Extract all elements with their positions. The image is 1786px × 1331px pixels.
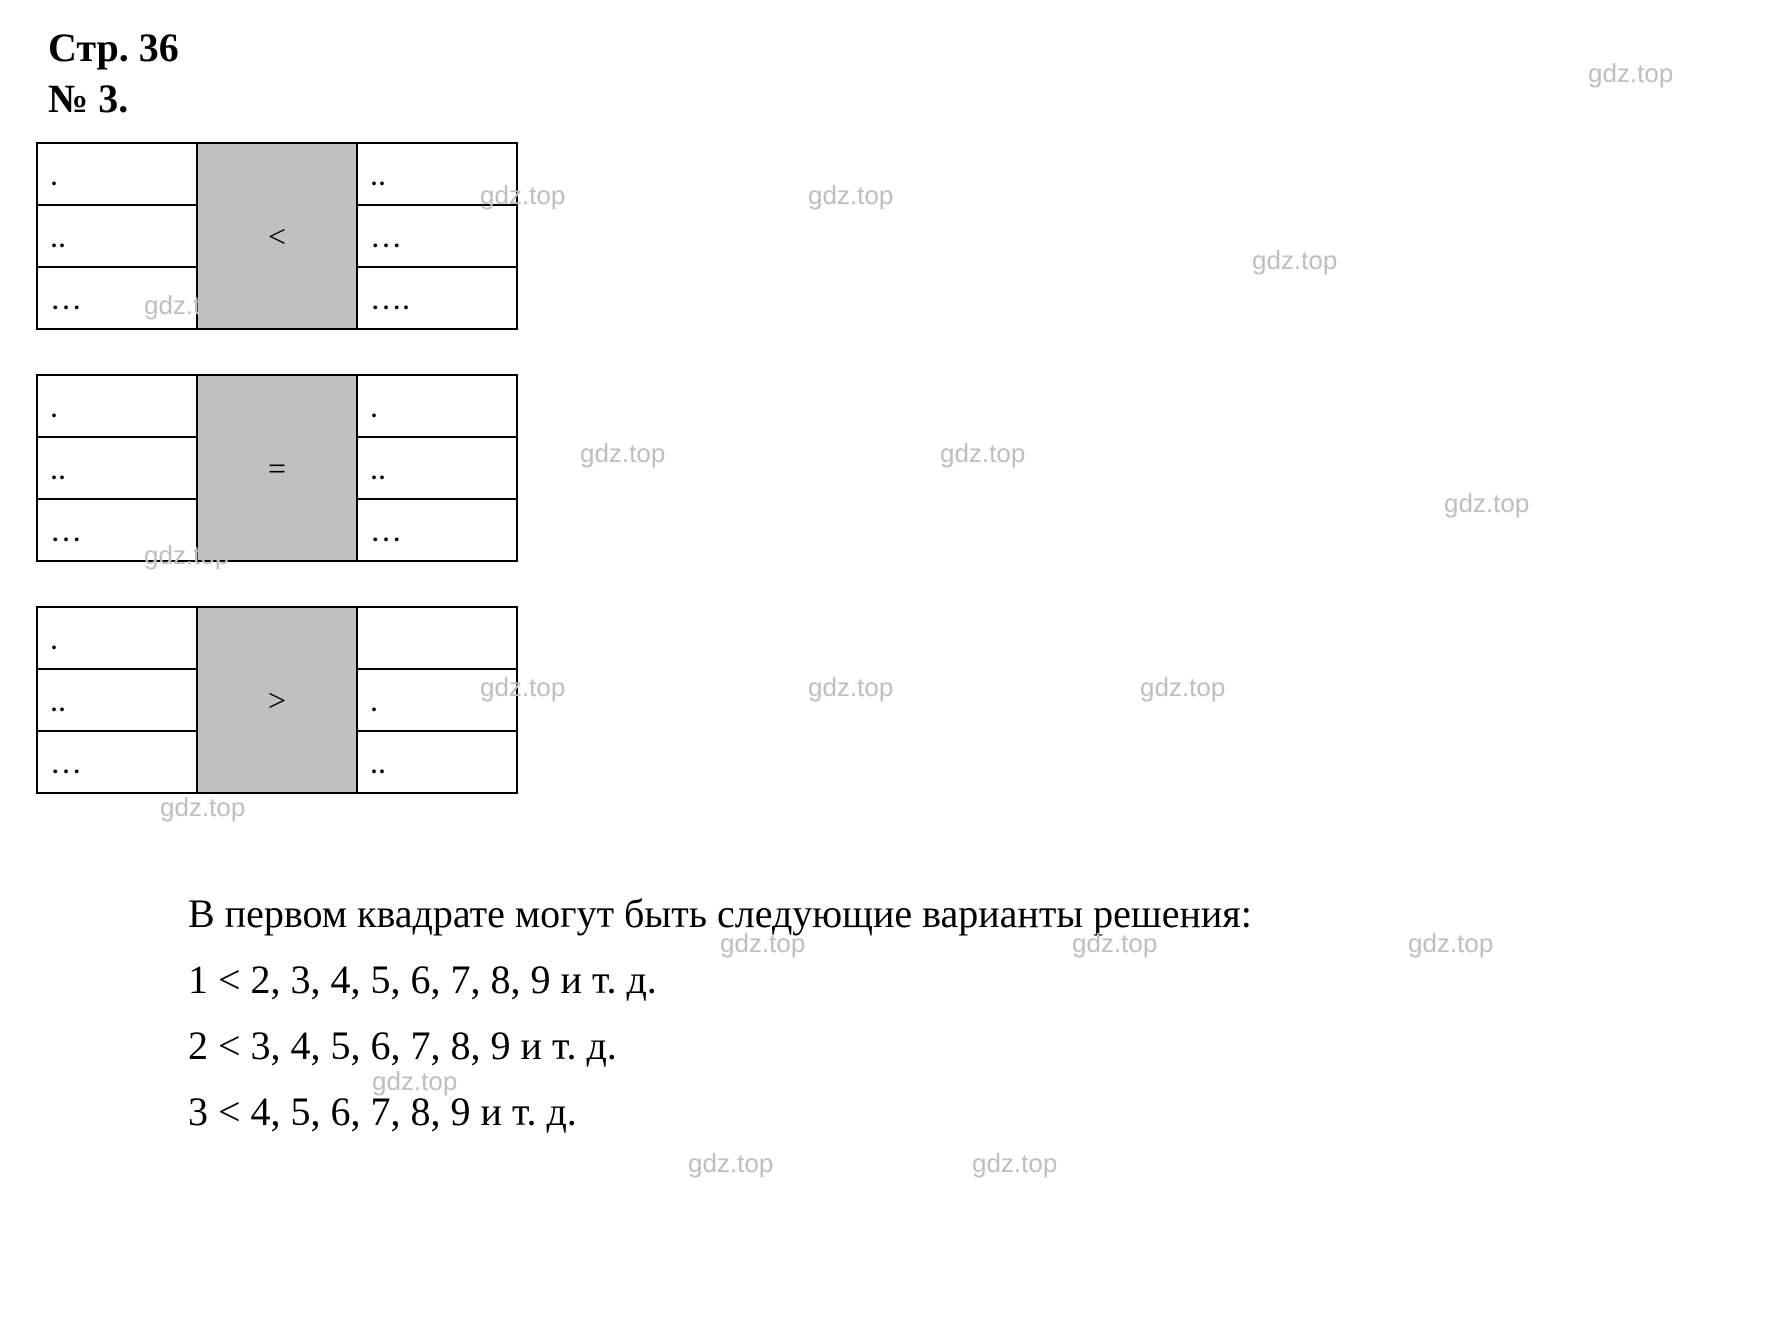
cell-left: .. xyxy=(37,669,197,731)
page-label: Стр. 36 xyxy=(48,24,1762,71)
answer-line: 2 < 3, 4, 5, 6, 7, 8, 9 и т. д. xyxy=(188,1016,1762,1076)
cell-left: … xyxy=(37,731,197,793)
cell-right: …. xyxy=(357,267,517,329)
cell-right: .. xyxy=(357,731,517,793)
cell-left: . xyxy=(37,143,197,205)
comparison-table-3: . > .. . … .. xyxy=(36,606,518,794)
cell-right xyxy=(357,607,517,669)
answer-intro: В первом квадрате могут быть следующие в… xyxy=(188,884,1762,944)
tables-container: . < .. .. … … …. . = . .. .. … … . > xyxy=(36,142,1762,794)
answer-line: 1 < 2, 3, 4, 5, 6, 7, 8, 9 и т. д. xyxy=(188,950,1762,1010)
comparison-table-2: . = . .. .. … … xyxy=(36,374,518,562)
cell-right: .. xyxy=(357,437,517,499)
cell-right: … xyxy=(357,205,517,267)
watermark: gdz.top xyxy=(688,1148,773,1179)
cell-left: . xyxy=(37,375,197,437)
operator-cell: > xyxy=(197,607,357,793)
table-row: . = . xyxy=(37,375,517,437)
watermark: gdz.top xyxy=(160,792,245,823)
answer-block: В первом квадрате могут быть следующие в… xyxy=(188,884,1762,1142)
cell-left: . xyxy=(37,607,197,669)
cell-right: . xyxy=(357,375,517,437)
cell-left: .. xyxy=(37,437,197,499)
table-row: . > xyxy=(37,607,517,669)
operator-cell: < xyxy=(197,143,357,329)
cell-right: . xyxy=(357,669,517,731)
cell-left: … xyxy=(37,499,197,561)
cell-left: .. xyxy=(37,205,197,267)
cell-right: .. xyxy=(357,143,517,205)
cell-left: … xyxy=(37,267,197,329)
watermark: gdz.top xyxy=(972,1148,1057,1179)
comparison-table-1: . < .. .. … … …. xyxy=(36,142,518,330)
exercise-label: № 3. xyxy=(48,75,1762,122)
answer-line: 3 < 4, 5, 6, 7, 8, 9 и т. д. xyxy=(188,1082,1762,1142)
table-row: . < .. xyxy=(37,143,517,205)
cell-right: … xyxy=(357,499,517,561)
operator-cell: = xyxy=(197,375,357,561)
